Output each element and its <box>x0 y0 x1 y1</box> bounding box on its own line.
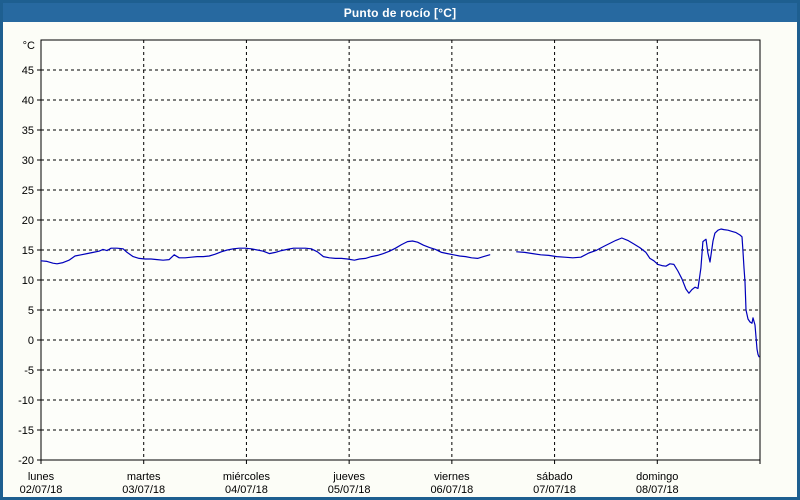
plot-background <box>41 40 760 460</box>
y-tick-label: 45 <box>22 65 34 77</box>
y-tick-label: 20 <box>22 215 34 227</box>
day-label: miércoles <box>223 471 271 483</box>
day-label: lunes <box>28 471 55 483</box>
date-label: 04/07/18 <box>225 484 268 496</box>
y-tick-label: -15 <box>18 425 34 437</box>
dew-point-line <box>516 228 760 358</box>
y-tick-label: 15 <box>22 245 34 257</box>
y-tick-label: 25 <box>22 185 34 197</box>
chart-title: Punto de rocío [°C] <box>343 5 457 20</box>
date-label: 07/07/18 <box>533 484 576 496</box>
day-label: viernes <box>434 471 470 483</box>
date-label: 02/07/18 <box>20 484 63 496</box>
y-tick-label: 5 <box>28 305 34 317</box>
plot-border <box>40 39 761 461</box>
y-tick-label: -5 <box>24 365 34 377</box>
dew-point-line <box>40 240 491 265</box>
day-label: jueves <box>332 471 365 483</box>
y-tick-label: 35 <box>22 125 34 137</box>
date-label: 05/07/18 <box>328 484 371 496</box>
y-tick-label: -20 <box>18 455 34 467</box>
day-label: sábado <box>537 471 573 483</box>
date-label: 03/07/18 <box>122 484 165 496</box>
day-label: domingo <box>636 471 678 483</box>
date-label: 06/07/18 <box>430 484 473 496</box>
y-tick-label: 30 <box>22 155 34 167</box>
chart-title-bar: Punto de rocío [°C] <box>3 3 797 22</box>
y-tick-label: 10 <box>22 275 34 287</box>
y-tick-label: 0 <box>28 335 34 347</box>
y-tick-label: -10 <box>18 395 34 407</box>
date-label: 08/07/18 <box>636 484 679 496</box>
dew-point-chart: 45 40 35 30 25 20 15 10 5 0 -5 -10 -15 -20 °C lunes02/0… <box>18 39 761 496</box>
y-tick-label: 40 <box>22 95 34 107</box>
day-label: martes <box>127 471 161 483</box>
plot-area: 45 40 35 30 25 20 15 10 5 0 -5 -10 -15 -20 °C lunes 02/0… <box>3 22 797 497</box>
y-axis-unit-label: °C <box>23 40 35 52</box>
